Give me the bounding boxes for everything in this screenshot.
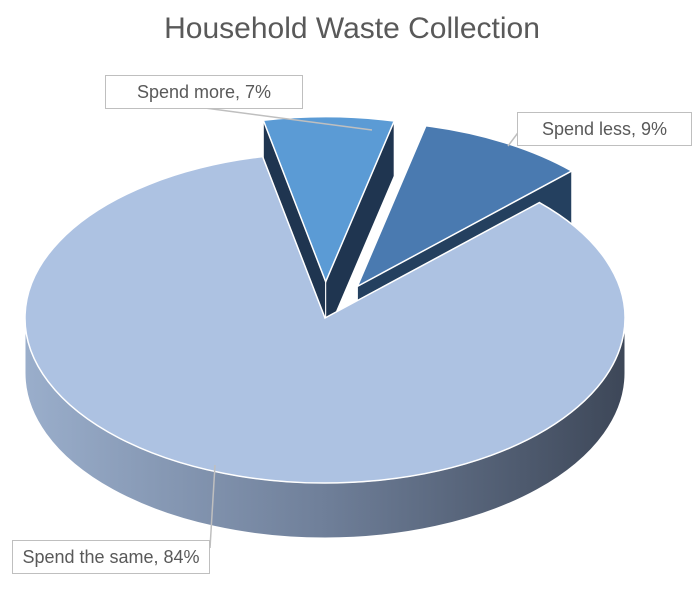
leader-line — [209, 464, 216, 549]
data-label: Spend less, 9% — [517, 112, 692, 146]
leader-line — [204, 107, 373, 131]
data-label: Spend more, 7% — [105, 75, 303, 109]
chart-title: Household Waste Collection — [164, 12, 540, 45]
pie-slice — [355, 124, 574, 289]
pie-slice — [262, 115, 396, 284]
data-label: Spend the same, 84% — [12, 540, 210, 574]
pie-slice — [24, 155, 626, 484]
